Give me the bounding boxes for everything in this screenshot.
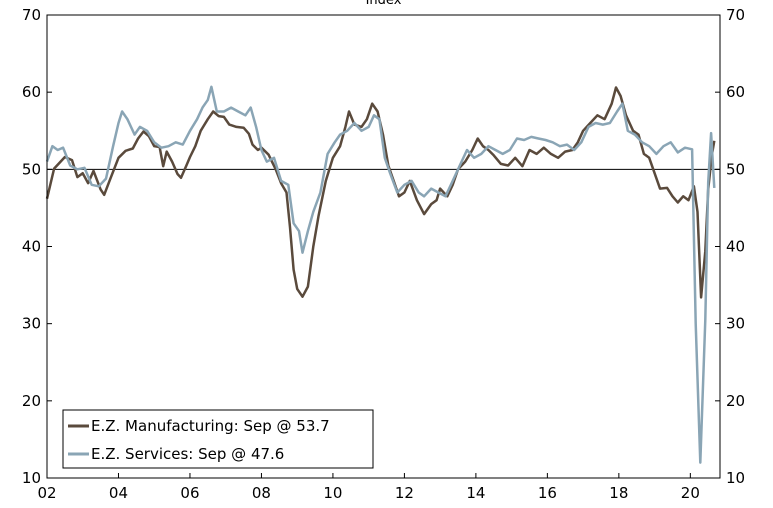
x-tick-label: 20 xyxy=(681,484,700,502)
x-tick-label: 14 xyxy=(466,484,485,502)
y-tick-label-right: 50 xyxy=(726,160,745,178)
y-tick-label-right: 30 xyxy=(726,315,745,333)
x-tick-label: 10 xyxy=(323,484,342,502)
y-tick-label-left: 20 xyxy=(22,392,41,410)
x-tick-label: 08 xyxy=(252,484,271,502)
y-tick-label-left: 30 xyxy=(22,315,41,333)
y-tick-label-right: 60 xyxy=(726,83,745,101)
x-tick-label: 02 xyxy=(37,484,56,502)
y-tick-label-right: 40 xyxy=(726,238,745,256)
legend-box xyxy=(62,409,374,469)
y-tick-label-left: 70 xyxy=(22,6,41,24)
chart-title: Index xyxy=(366,0,402,8)
x-tick-label: 16 xyxy=(538,484,557,502)
x-tick-label: 12 xyxy=(395,484,414,502)
axes-layer: 10 10 20 20 30 30 40 40 50 50 60 60 70 70 02 04 06 08 10 12… xyxy=(22,6,745,502)
x-tick-label: 06 xyxy=(180,484,199,502)
y-tick-label-left: 40 xyxy=(22,238,41,256)
y-tick-label-right: 10 xyxy=(726,469,745,487)
legend-label: E.Z. Manufacturing: Sep @ 53.7 xyxy=(91,417,330,435)
x-tick-label: 18 xyxy=(609,484,628,502)
series-line-manufacturing xyxy=(45,86,716,299)
y-tick-label-left: 10 xyxy=(22,469,41,487)
x-tick-label: 04 xyxy=(109,484,128,502)
series-line-services xyxy=(45,85,716,464)
y-tick-label-right: 20 xyxy=(726,392,745,410)
y-tick-label-left: 50 xyxy=(22,160,41,178)
plot-frame xyxy=(46,14,721,479)
y-tick-label-left: 60 xyxy=(22,83,41,101)
y-tick-label-right: 70 xyxy=(726,6,745,24)
series-layer xyxy=(45,85,716,464)
legend-label: E.Z. Services: Sep @ 47.6 xyxy=(91,445,284,463)
legend: E.Z. Manufacturing: Sep @ 53.7 E.Z. Servi… xyxy=(62,409,374,469)
